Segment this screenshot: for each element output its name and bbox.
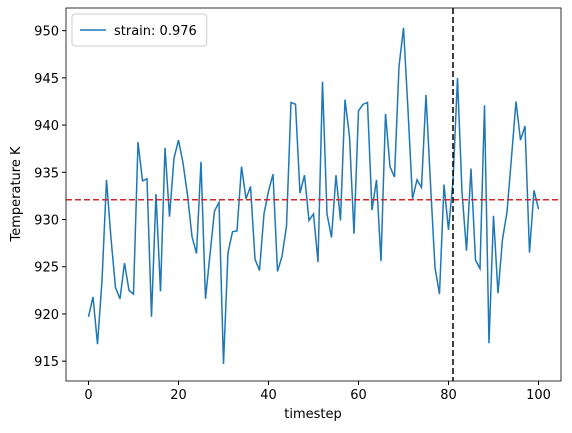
x-axis-label: timestep [284,407,342,422]
y-tick-label: 920 [34,308,59,323]
y-tick-label: 950 [34,25,59,40]
x-tick-label: 40 [260,388,277,403]
y-tick-label: 940 [34,119,59,134]
line-series [87,27,540,365]
legend-box [71,13,208,47]
x-tick-label: 20 [170,388,187,403]
legend: strain: 0.976 [71,13,208,47]
y-tick-label: 930 [34,214,59,229]
x-tick-label: 100 [526,388,551,403]
plot-frame [65,7,562,382]
x-tick-label: 0 [84,388,92,403]
legend-label: strain: 0.976 [114,24,197,39]
y-tick-label: 915 [34,355,59,370]
y-tick-label: 935 [34,166,59,181]
y-tick-label: 925 [34,261,59,276]
x-tick-label: 60 [350,388,367,403]
y-tick-label: 945 [34,72,59,87]
y-axis-label: Temperature K [9,146,24,242]
x-tick-label: 80 [440,388,457,403]
